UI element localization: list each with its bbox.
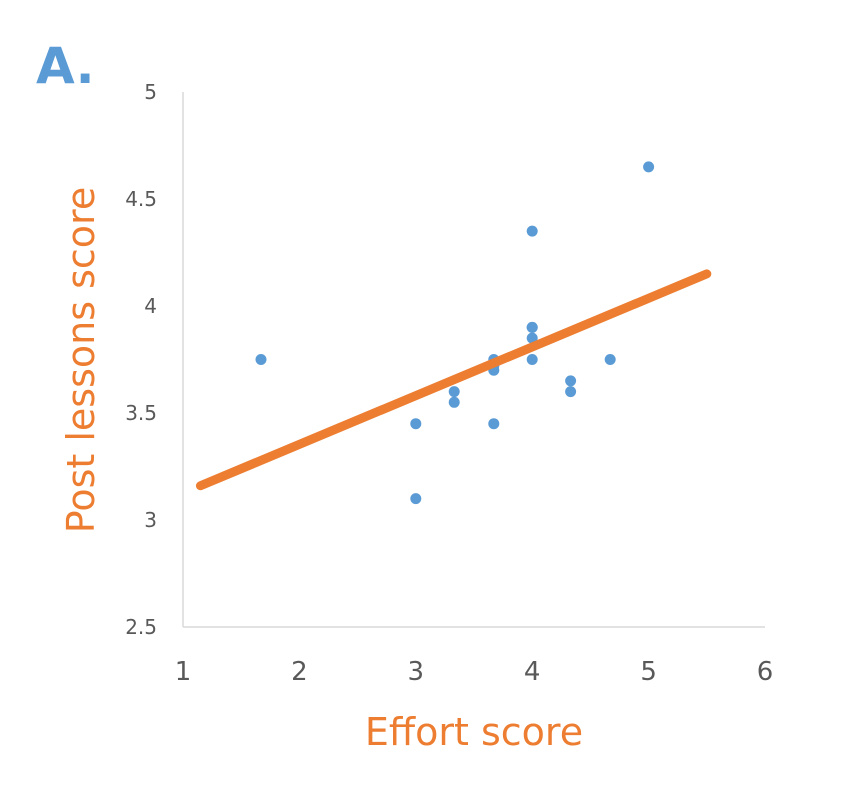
data-point — [526, 225, 538, 237]
data-point — [565, 375, 577, 387]
x-tick-label: 1 — [175, 657, 192, 687]
x-tick-label: 6 — [757, 657, 774, 687]
x-tick-label: 3 — [408, 657, 425, 687]
y-tick-label: 2.5 — [125, 615, 157, 639]
data-point — [448, 386, 460, 398]
data-point — [488, 418, 500, 430]
panel-label: A. — [36, 37, 95, 95]
y-axis-title: Post lessons score — [59, 187, 103, 533]
y-tick-labels: 2.5 3 3.5 4 4.5 5 — [125, 80, 157, 639]
x-axis-title: Effort score — [365, 710, 583, 754]
x-tick-label: 5 — [640, 657, 657, 687]
data-point — [604, 354, 616, 365]
y-tick-label: 3 — [144, 508, 157, 532]
data-point — [565, 386, 577, 398]
axes — [182, 92, 765, 628]
x-tick-label: 4 — [524, 657, 541, 687]
y-tick-label: 3.5 — [125, 401, 157, 425]
data-point — [448, 396, 460, 408]
y-tick-label: 4.5 — [125, 187, 157, 211]
x-tick-label: 2 — [291, 657, 308, 687]
trendline — [195, 269, 712, 491]
x-tick-labels: 1 2 3 4 5 6 — [175, 657, 774, 687]
y-tick-label: 4 — [144, 294, 157, 318]
data-point — [255, 354, 267, 365]
data-point — [410, 418, 422, 430]
data-point — [643, 161, 655, 173]
y-tick-label: 5 — [144, 80, 157, 104]
data-point — [526, 332, 538, 344]
data-point — [526, 321, 538, 333]
data-point — [410, 493, 422, 505]
data-point — [526, 354, 538, 365]
data-points — [255, 161, 655, 505]
